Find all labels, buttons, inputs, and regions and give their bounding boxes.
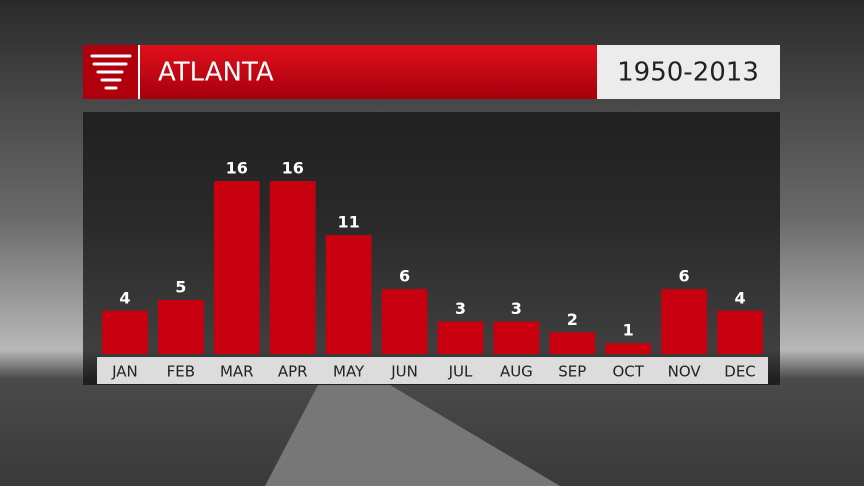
bar [605,343,652,354]
bar [493,321,540,354]
value-label: 6 [399,267,410,286]
header-bar [83,45,597,99]
x-tick-label: JUN [390,363,418,381]
value-label: 2 [567,310,578,329]
value-label: 4 [734,288,745,307]
value-label: 6 [679,267,690,286]
bar [102,310,148,354]
chart-subtitle: 1950-2013 [617,58,759,88]
bar [549,332,596,354]
value-label: 5 [175,277,186,296]
label-strip [97,357,768,384]
value-label: 4 [119,288,130,307]
x-tick-label: OCT [612,363,644,381]
tornado-icon [90,54,132,90]
value-label: 11 [337,213,359,232]
x-tick-label: FEB [167,363,195,381]
value-label: 3 [511,299,522,318]
road [265,385,560,486]
bar [437,321,484,354]
x-tick-label: JAN [111,363,138,381]
bar [381,289,428,354]
x-tick-label: APR [278,363,308,381]
chart-title: ATLANTA [158,58,274,88]
x-tick-label: AUG [500,363,533,381]
bar [269,181,316,354]
value-label: 16 [282,159,304,178]
bar [213,181,260,354]
bar [717,310,763,354]
x-tick-label: SEP [558,363,586,381]
value-label: 3 [455,299,466,318]
x-tick-label: NOV [668,363,702,381]
bar [157,299,204,354]
bar [325,235,372,354]
x-tick-label: MAR [220,363,254,381]
value-label: 1 [623,321,634,340]
bar [661,289,708,354]
x-tick-label: JUL [448,363,473,381]
date-box [597,45,780,99]
x-tick-label: DEC [724,363,756,381]
x-tick-label: MAY [333,363,365,381]
value-label: 16 [226,159,248,178]
